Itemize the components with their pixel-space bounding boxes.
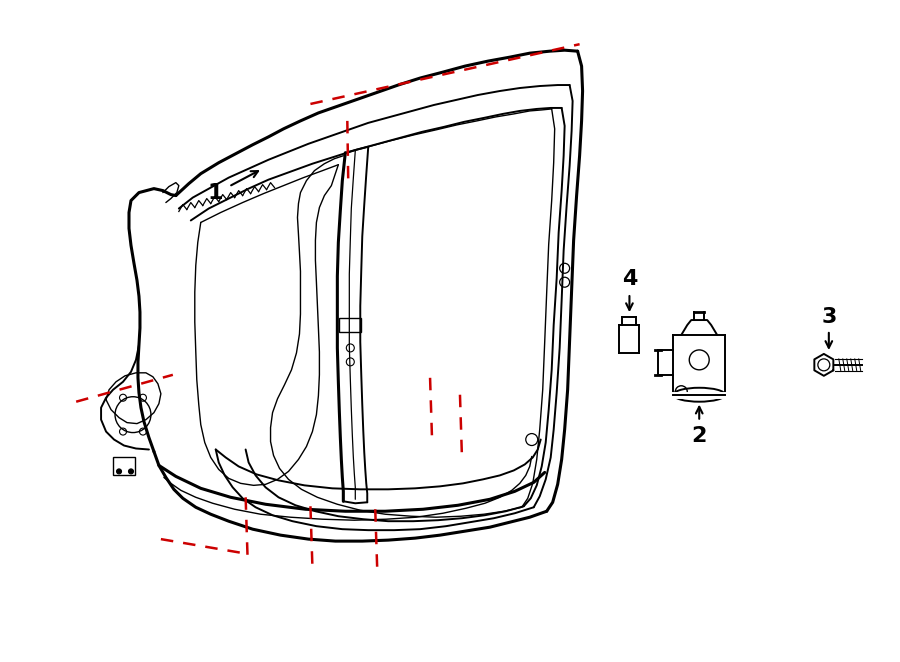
Text: 2: 2 bbox=[691, 426, 707, 446]
Bar bbox=[113, 457, 135, 475]
Circle shape bbox=[116, 469, 122, 474]
Bar bbox=[339, 318, 361, 332]
Text: 1: 1 bbox=[208, 183, 223, 203]
Circle shape bbox=[129, 469, 133, 474]
Text: 3: 3 bbox=[821, 307, 836, 327]
Text: 4: 4 bbox=[622, 269, 637, 289]
